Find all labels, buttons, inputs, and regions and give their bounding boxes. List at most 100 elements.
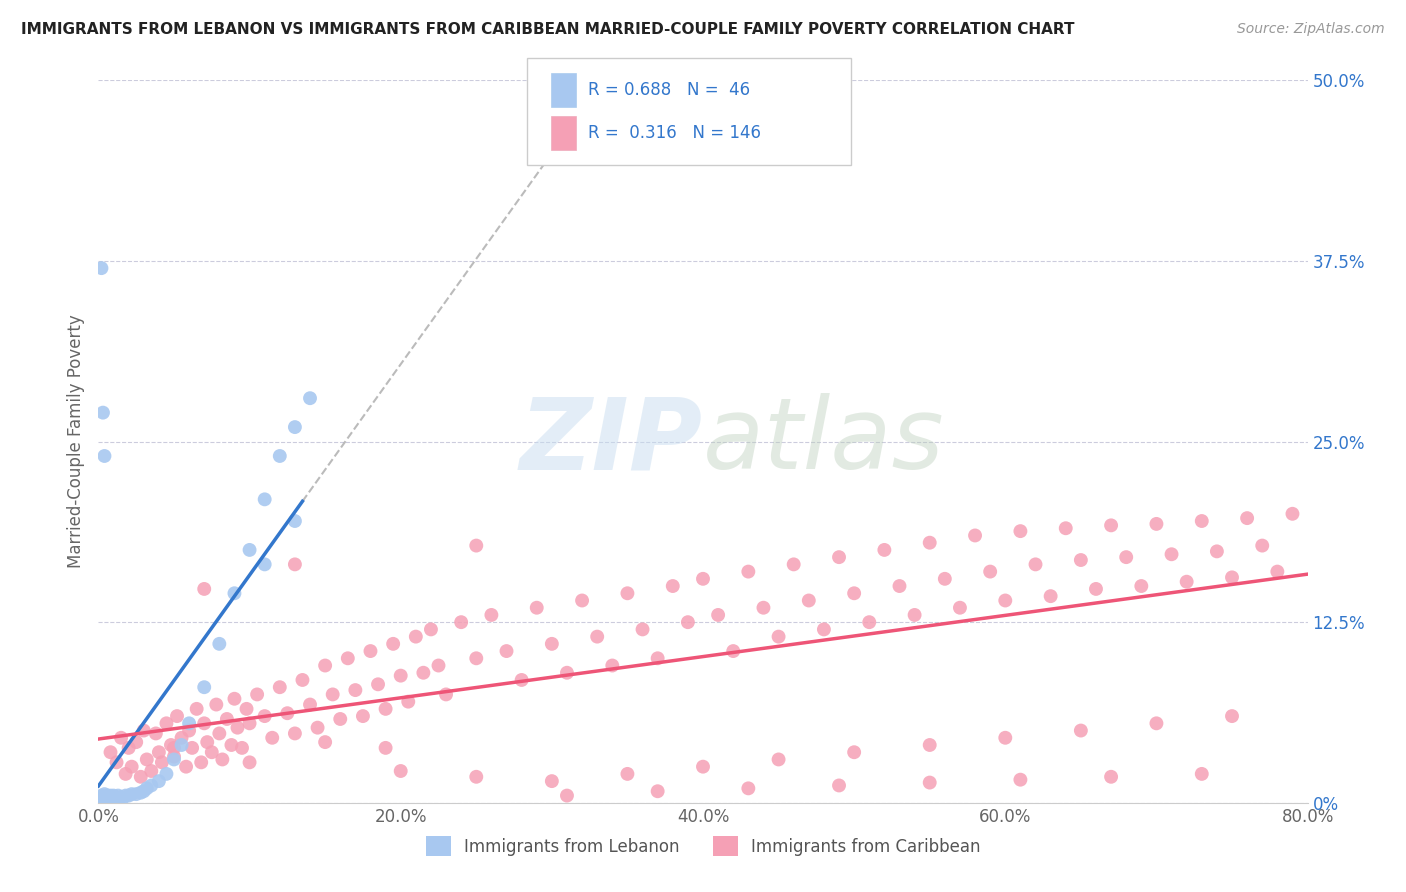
Point — [918, 738, 941, 752]
Point — [1130, 579, 1153, 593]
Point — [904, 607, 927, 622]
Point — [93, 793, 115, 807]
Point — [495, 644, 517, 658]
Point — [934, 572, 956, 586]
Point — [329, 712, 352, 726]
Point — [174, 760, 197, 774]
Point — [737, 781, 759, 796]
Point — [284, 420, 307, 434]
Point — [221, 738, 243, 752]
Point — [125, 735, 148, 749]
Point — [96, 790, 118, 805]
Point — [91, 406, 114, 420]
Point — [844, 586, 866, 600]
Point — [1236, 511, 1258, 525]
Point — [450, 615, 472, 630]
Point — [616, 767, 638, 781]
Point — [994, 731, 1017, 745]
Point — [163, 749, 186, 764]
Point — [389, 668, 412, 682]
Point — [405, 630, 427, 644]
Point — [465, 539, 488, 553]
Point — [135, 781, 157, 796]
Text: IMMIGRANTS FROM LEBANON VS IMMIGRANTS FROM CARIBBEAN MARRIED-COUPLE FAMILY POVER: IMMIGRANTS FROM LEBANON VS IMMIGRANTS FR… — [21, 22, 1074, 37]
Point — [150, 756, 173, 770]
Point — [307, 721, 329, 735]
Point — [707, 607, 730, 622]
Point — [1251, 539, 1274, 553]
Point — [299, 391, 322, 405]
Point — [246, 687, 269, 701]
Point — [121, 787, 143, 801]
Point — [889, 579, 911, 593]
Point — [193, 680, 215, 694]
Point — [208, 726, 231, 740]
Point — [1099, 770, 1122, 784]
Point — [284, 514, 307, 528]
Point — [367, 677, 389, 691]
Point — [434, 687, 457, 701]
Text: Source: ZipAtlas.com: Source: ZipAtlas.com — [1237, 22, 1385, 37]
Point — [374, 740, 396, 755]
Point — [291, 673, 314, 687]
Point — [94, 791, 117, 805]
Point — [170, 731, 193, 745]
Y-axis label: Married-Couple Family Poverty: Married-Couple Family Poverty — [66, 315, 84, 568]
Point — [170, 738, 193, 752]
Point — [979, 565, 1001, 579]
Text: ZIP: ZIP — [520, 393, 703, 490]
Point — [148, 745, 170, 759]
Point — [1144, 516, 1167, 531]
Point — [110, 790, 132, 805]
Point — [676, 615, 699, 630]
Point — [314, 658, 336, 673]
Point — [166, 709, 188, 723]
Point — [160, 738, 183, 752]
Point — [299, 698, 322, 712]
Point — [382, 637, 405, 651]
Point — [1085, 582, 1108, 596]
Point — [1010, 524, 1032, 538]
Point — [1070, 723, 1092, 738]
Point — [647, 651, 669, 665]
Point — [873, 542, 896, 557]
Point — [190, 756, 212, 770]
Point — [141, 779, 163, 793]
Point — [336, 651, 359, 665]
Point — [104, 790, 127, 805]
Point — [179, 716, 201, 731]
Point — [1175, 574, 1198, 589]
Point — [813, 623, 835, 637]
Point — [148, 774, 170, 789]
Point — [195, 735, 218, 749]
Point — [111, 791, 134, 805]
Point — [93, 449, 115, 463]
Point — [783, 558, 806, 572]
Point — [103, 791, 125, 805]
Point — [118, 740, 141, 755]
Point — [94, 791, 117, 805]
Point — [239, 716, 262, 731]
Point — [121, 760, 143, 774]
Point — [540, 774, 562, 789]
Point — [93, 787, 115, 801]
Point — [269, 680, 291, 694]
Point — [239, 756, 262, 770]
Point — [141, 764, 163, 778]
Point — [965, 528, 987, 542]
Point — [105, 756, 128, 770]
Point — [1054, 521, 1077, 535]
Point — [692, 760, 714, 774]
Point — [768, 752, 790, 766]
Point — [205, 698, 228, 712]
Point — [114, 789, 136, 803]
Point — [211, 752, 233, 766]
Point — [224, 691, 246, 706]
Point — [96, 789, 118, 803]
Point — [224, 586, 246, 600]
Point — [101, 790, 124, 805]
Point — [253, 558, 276, 572]
Point — [118, 789, 141, 803]
Point — [193, 582, 215, 596]
Point — [105, 791, 128, 805]
